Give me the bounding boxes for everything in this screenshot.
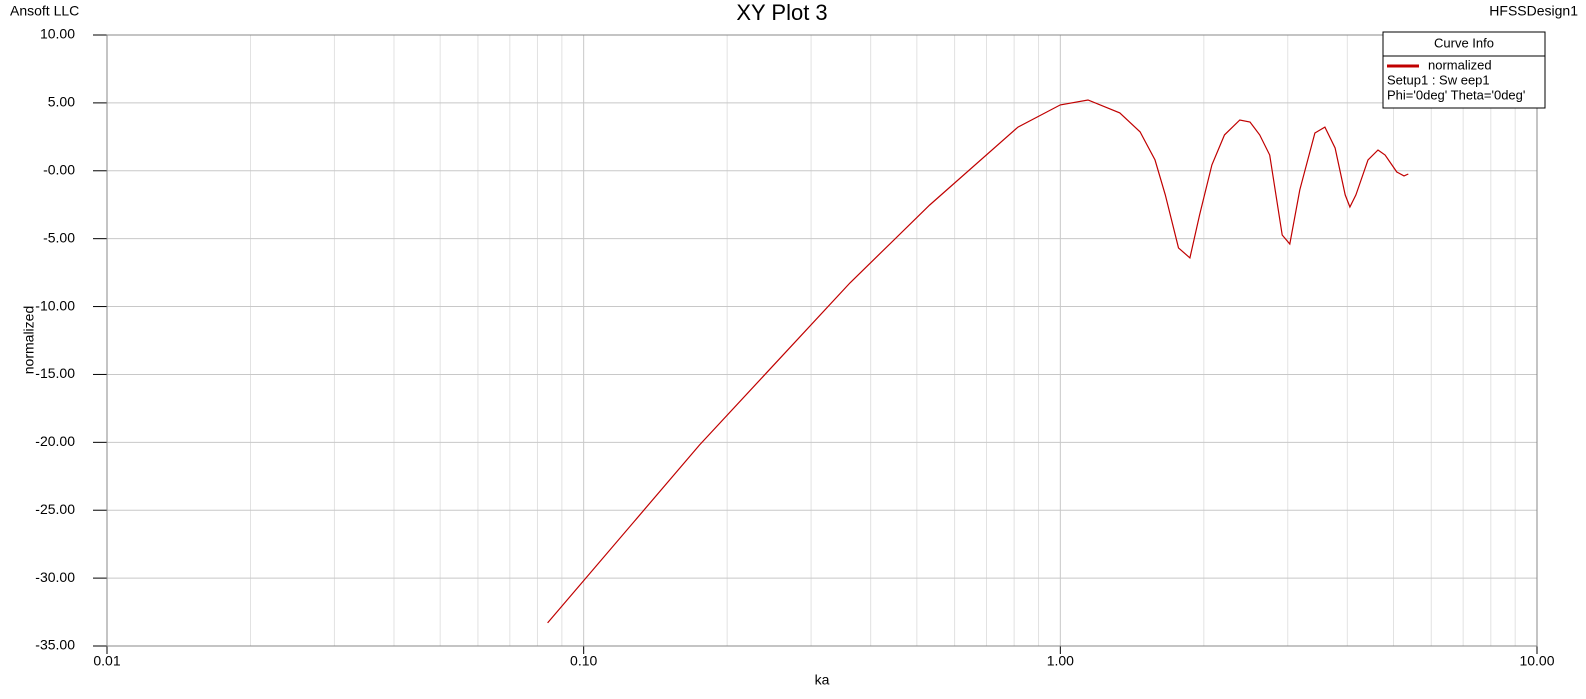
legend-entry: normalized [1428, 57, 1492, 72]
company-label: Ansoft LLC [10, 3, 79, 19]
y-axis-label: normalized [21, 306, 37, 374]
legend-line: Phi='0deg' Theta='0deg' [1387, 87, 1525, 102]
y-tick-label: 10.00 [40, 26, 75, 42]
x-tick-label: 0.01 [93, 653, 120, 669]
y-tick-label: 5.00 [48, 94, 75, 110]
legend-line: Setup1 : Sw eep1 [1387, 72, 1490, 87]
x-axis-label: ka [815, 672, 830, 688]
design-label: HFSSDesign1 [1489, 3, 1578, 19]
y-tick-label: -0.00 [43, 161, 75, 177]
chart-title: XY Plot 3 [736, 0, 827, 25]
y-tick-label: -20.00 [35, 433, 75, 449]
legend: Curve Info normalized Setup1 : Sw eep1 P… [1382, 31, 1546, 109]
x-tick-label: 10.00 [1519, 653, 1554, 669]
y-tick-label: -10.00 [35, 297, 75, 313]
x-tick-label: 0.10 [570, 653, 597, 669]
y-tick-label: -35.00 [35, 637, 75, 653]
y-tick-label: -5.00 [43, 229, 75, 245]
data-line [547, 99, 1409, 624]
y-tick-label: -25.00 [35, 501, 75, 517]
x-tick-label: 1.00 [1047, 653, 1074, 669]
y-tick-label: -30.00 [35, 569, 75, 585]
plot-frame [106, 34, 1538, 647]
legend-box [1382, 31, 1546, 109]
y-tick-label: -15.00 [35, 365, 75, 381]
legend-title: Curve Info [1434, 35, 1494, 50]
